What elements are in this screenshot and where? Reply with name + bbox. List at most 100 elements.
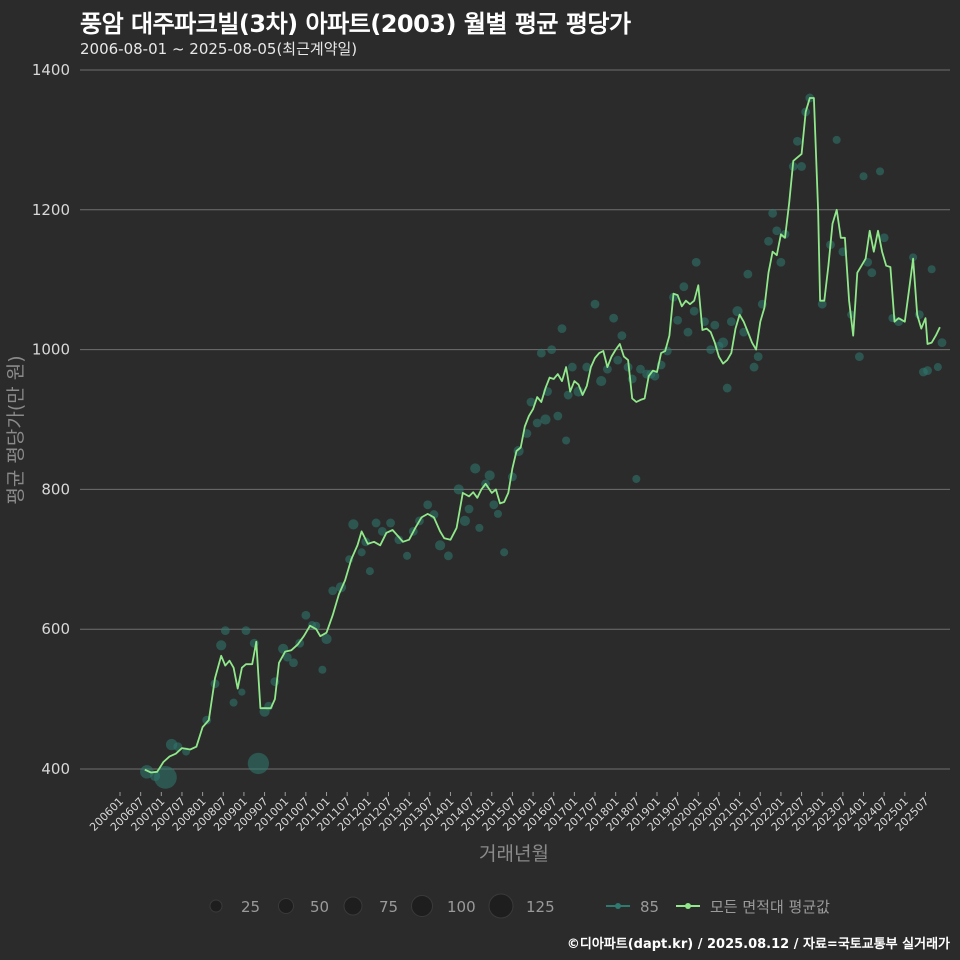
data-point-85-38 (403, 551, 412, 560)
data-point-85-88 (679, 282, 689, 292)
data-point-85-54 (500, 548, 509, 557)
y-tick-label-1200: 1200 (32, 201, 70, 219)
source-caption: ©디아파트(dapt.kr) / 2025.08.12 / 자료=국토교통부 실… (566, 937, 950, 952)
data-point-85-123 (867, 268, 877, 278)
size-legend-marker-125 (488, 893, 514, 919)
data-point-85-30 (348, 519, 359, 530)
size-legend-label-25: 25 (241, 898, 260, 916)
legend: 25 50 75 100 125 85 모든 면적대 평균값 (209, 893, 830, 919)
size-legend-marker-100 (411, 895, 433, 917)
size-legend-label-75: 75 (379, 898, 398, 916)
data-point-85-96 (717, 337, 729, 348)
x-axis-title: 거래년월 (479, 843, 549, 865)
data-point-85-63 (547, 345, 557, 355)
data-point-85-49 (475, 523, 484, 532)
data-point-85-79 (632, 474, 641, 483)
legend-all-marker (685, 903, 691, 909)
data-point-85-18 (278, 643, 289, 654)
data-point-85-43 (435, 540, 446, 551)
legend-85-marker (615, 903, 621, 909)
data-point-85-58 (526, 397, 536, 407)
data-point-85-97 (722, 383, 732, 393)
data-point-85-68 (567, 362, 577, 372)
data-point-85-20 (289, 658, 298, 668)
chart-title: 풍암 대주파크빌(3차) 아파트(2003) 월별 평균 평당가 (80, 10, 631, 38)
size-legend-marker-25 (209, 899, 223, 913)
data-point-85-105 (764, 236, 773, 246)
data-point-85-80 (636, 364, 645, 374)
data-point-85-65 (557, 324, 567, 334)
data-point-85-76 (617, 331, 627, 341)
data-point-85-71 (590, 299, 600, 309)
data-point-85-90 (689, 306, 699, 316)
y-tick-label-400: 400 (41, 760, 70, 778)
data-point-85-44 (443, 551, 453, 561)
y-tick-label-1400: 1400 (32, 61, 70, 79)
data-point-85-9 (220, 626, 230, 636)
size-legend-marker-75 (343, 896, 363, 916)
data-point-85-46 (459, 515, 471, 526)
size-legend-label-100: 100 (447, 898, 476, 916)
data-point-85-115 (817, 299, 827, 309)
series-85-points (140, 93, 947, 789)
data-point-85-14 (247, 752, 270, 775)
data-point-85-72 (596, 375, 607, 387)
data-point-85-36 (386, 518, 395, 528)
series-legend: 85 모든 면적대 평균값 (606, 898, 830, 916)
data-point-85-74 (609, 313, 619, 323)
chart-subtitle: 2006-08-01 ~ 2025-08-05(최근계약일) (80, 40, 358, 58)
data-point-85-94 (710, 320, 720, 330)
data-point-85-87 (673, 315, 683, 325)
data-point-85-66 (562, 436, 571, 445)
data-point-85-22 (301, 610, 311, 620)
data-point-85-52 (489, 500, 499, 510)
data-point-85-103 (753, 352, 763, 362)
data-point-85-48 (470, 463, 481, 474)
y-tick-label-800: 800 (41, 480, 70, 498)
data-point-85-19 (282, 652, 292, 662)
data-point-85-91 (691, 257, 701, 267)
data-point-85-37 (394, 535, 404, 545)
data-point-85-26 (321, 633, 332, 645)
data-point-85-134 (937, 338, 947, 348)
data-point-85-121 (859, 172, 868, 181)
data-point-85-27 (328, 586, 338, 596)
data-point-85-8 (216, 640, 227, 651)
data-point-85-102 (749, 362, 759, 372)
data-point-85-10 (229, 698, 238, 707)
grid-lines (80, 69, 950, 770)
data-point-85-64 (553, 411, 563, 421)
y-axis-title: 평균 평당가(만 원) (5, 355, 27, 504)
data-point-85-35 (377, 526, 387, 536)
data-point-85-112 (797, 162, 806, 171)
data-point-85-133 (933, 363, 942, 372)
data-point-85-132 (927, 265, 936, 274)
data-point-85-83 (650, 371, 660, 381)
data-point-85-89 (683, 327, 693, 337)
data-point-85-120 (854, 352, 864, 362)
data-point-85-12 (241, 626, 251, 636)
data-point-85-124 (876, 167, 885, 176)
data-point-85-111 (793, 136, 802, 146)
size-legend-label-125: 125 (526, 898, 555, 916)
size-legend-marker-50 (278, 898, 294, 914)
data-point-85-98 (726, 317, 736, 327)
data-point-85-67 (563, 390, 573, 400)
data-point-85-106 (768, 208, 778, 218)
series-line-all (144, 97, 941, 774)
data-point-85-59 (532, 418, 542, 428)
data-point-85-131 (923, 366, 932, 375)
data-point-85-99 (732, 306, 743, 317)
data-point-85-128 (909, 253, 918, 262)
data-point-85-125 (879, 233, 889, 243)
size-legend-label-50: 50 (310, 898, 329, 916)
data-point-85-117 (832, 135, 841, 144)
data-point-85-53 (493, 509, 502, 518)
size-legend: 25 50 75 100 125 (209, 893, 555, 919)
data-point-85-33 (365, 567, 374, 576)
data-point-85-47 (464, 504, 474, 514)
data-point-85-70 (582, 362, 592, 372)
data-point-85-61 (540, 414, 551, 425)
data-point-85-60 (536, 348, 546, 358)
